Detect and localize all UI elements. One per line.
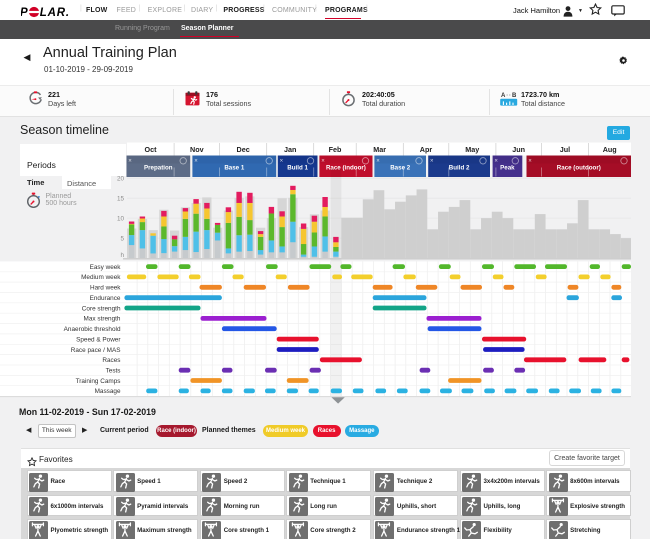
svg-text:Speed & Power: Speed & Power (76, 336, 121, 343)
svg-text:Nov: Nov (190, 145, 204, 154)
svg-text:15: 15 (117, 195, 125, 202)
svg-text:×: × (376, 158, 380, 164)
svg-text:×: × (528, 158, 532, 164)
svg-text:B: B (512, 93, 517, 99)
svg-text:Medium week: Medium week (81, 274, 121, 281)
svg-text:Easy week: Easy week (90, 264, 122, 271)
svg-text:5: 5 (120, 235, 124, 242)
svg-text:Race (outdoor): Race (outdoor) (557, 164, 601, 171)
svg-text:Jul: Jul (560, 145, 570, 154)
svg-text:Build 2: Build 2 (449, 164, 470, 171)
svg-text:A: A (501, 93, 506, 99)
svg-text:h: h (120, 252, 124, 259)
svg-text:Apr: Apr (420, 145, 433, 154)
svg-text:Training Camps: Training Camps (76, 378, 121, 385)
svg-text:Feb: Feb (329, 145, 342, 154)
svg-text:May: May (465, 145, 479, 154)
svg-text:Base 2: Base 2 (390, 164, 411, 171)
svg-text:Anaerobic threshold: Anaerobic threshold (64, 326, 121, 333)
svg-text:Build 1: Build 1 (287, 164, 308, 171)
svg-text:Massage: Massage (95, 388, 121, 395)
svg-text:×: × (430, 158, 434, 164)
svg-text:Hard week: Hard week (90, 285, 121, 292)
svg-text:Race pace / MAS: Race pace / MAS (71, 347, 121, 354)
svg-text:Tests: Tests (106, 368, 121, 375)
svg-text:Core strength: Core strength (82, 305, 121, 312)
svg-text:Peak: Peak (500, 164, 515, 171)
svg-text:×: × (194, 158, 198, 164)
svg-text:Endurance: Endurance (90, 295, 121, 302)
svg-text:Oct: Oct (145, 145, 158, 154)
svg-text:LAR.: LAR. (40, 7, 70, 18)
svg-text:Dec: Dec (237, 145, 250, 154)
svg-text:×: × (128, 158, 132, 164)
svg-text:20: 20 (117, 175, 125, 182)
svg-text:Prepation: Prepation (144, 164, 173, 171)
svg-text:Jan: Jan (284, 145, 296, 154)
svg-text:P: P (21, 7, 28, 18)
svg-text:×: × (280, 158, 284, 164)
svg-text:Max strength: Max strength (84, 316, 121, 323)
svg-text:×: × (321, 158, 325, 164)
svg-text:Jun: Jun (512, 145, 525, 154)
svg-text:Race (indoor): Race (indoor) (326, 164, 366, 171)
svg-text:Base 1: Base 1 (224, 164, 245, 171)
svg-text:×: × (494, 158, 498, 164)
svg-text:Races: Races (102, 357, 120, 364)
svg-text:Aug: Aug (603, 145, 617, 154)
svg-text:10: 10 (117, 215, 125, 222)
svg-text:Mar: Mar (373, 145, 386, 154)
